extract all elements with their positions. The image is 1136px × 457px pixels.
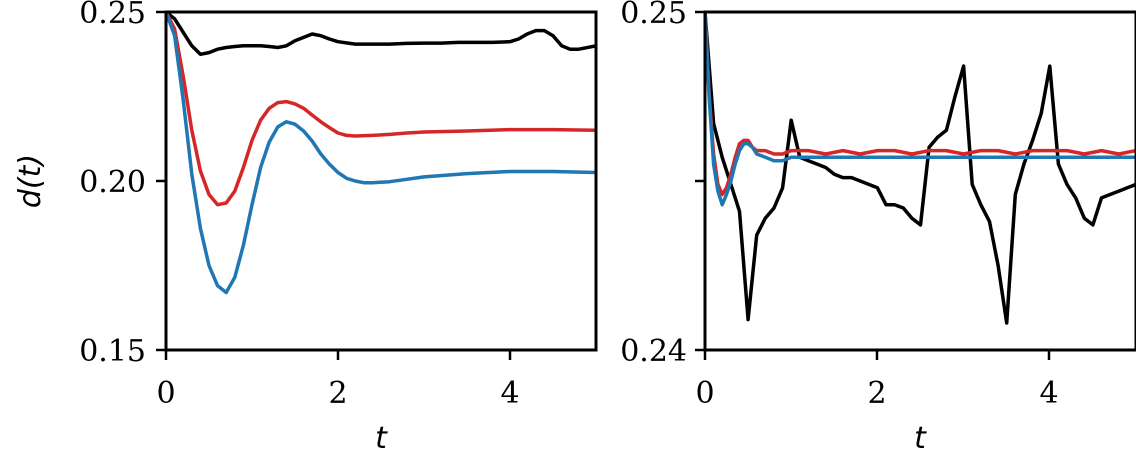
- right-y-ticks: 0.24 0.25: [620, 0, 705, 369]
- right-series-line-black: [705, 12, 1136, 325]
- left-series-line-red: [166, 12, 596, 207]
- right-x-tick-label-0: 0: [695, 376, 714, 411]
- right-plot-area: [703, 10, 1136, 352]
- left-series-group: [166, 12, 596, 295]
- right-series-line-red: [705, 12, 1136, 197]
- left-x-tick-label-0: 0: [156, 376, 175, 411]
- right-series-line-blue: [705, 12, 1136, 207]
- left-y-tick-label-0.25: 0.25: [79, 0, 146, 31]
- left-y-tick-label-0.20: 0.20: [79, 165, 146, 200]
- left-x-tick-label-2: 2: [328, 376, 347, 411]
- right-panel: 0 2 4 0.24 0.25 t: [620, 0, 1136, 456]
- left-panel: 0 2 4 0.15 0.20 0.25 t d(t): [13, 0, 598, 456]
- left-x-tick-label-4: 4: [500, 376, 519, 411]
- right-x-tick-label-4: 4: [1039, 376, 1058, 411]
- right-y-tick-label-0.25: 0.25: [620, 0, 687, 31]
- left-x-ticks: 0 2 4: [156, 350, 520, 411]
- right-y-tick-label-0.24: 0.24: [620, 334, 687, 369]
- left-plot-area: [164, 10, 598, 352]
- left-series-line-blue: [166, 12, 596, 295]
- right-x-ticks: 0 2 4: [695, 350, 1059, 411]
- left-x-axis-label: t: [375, 421, 388, 456]
- left-y-axis-label: d(t): [13, 154, 48, 208]
- right-series-group: [705, 12, 1136, 325]
- right-x-axis-label: t: [914, 421, 927, 456]
- right-x-tick-label-2: 2: [867, 376, 886, 411]
- left-series-line-black: [166, 12, 596, 57]
- right-axes-frame: [703, 10, 1136, 352]
- left-y-tick-label-0.15: 0.15: [79, 334, 146, 369]
- left-y-ticks: 0.15 0.20 0.25: [79, 0, 166, 369]
